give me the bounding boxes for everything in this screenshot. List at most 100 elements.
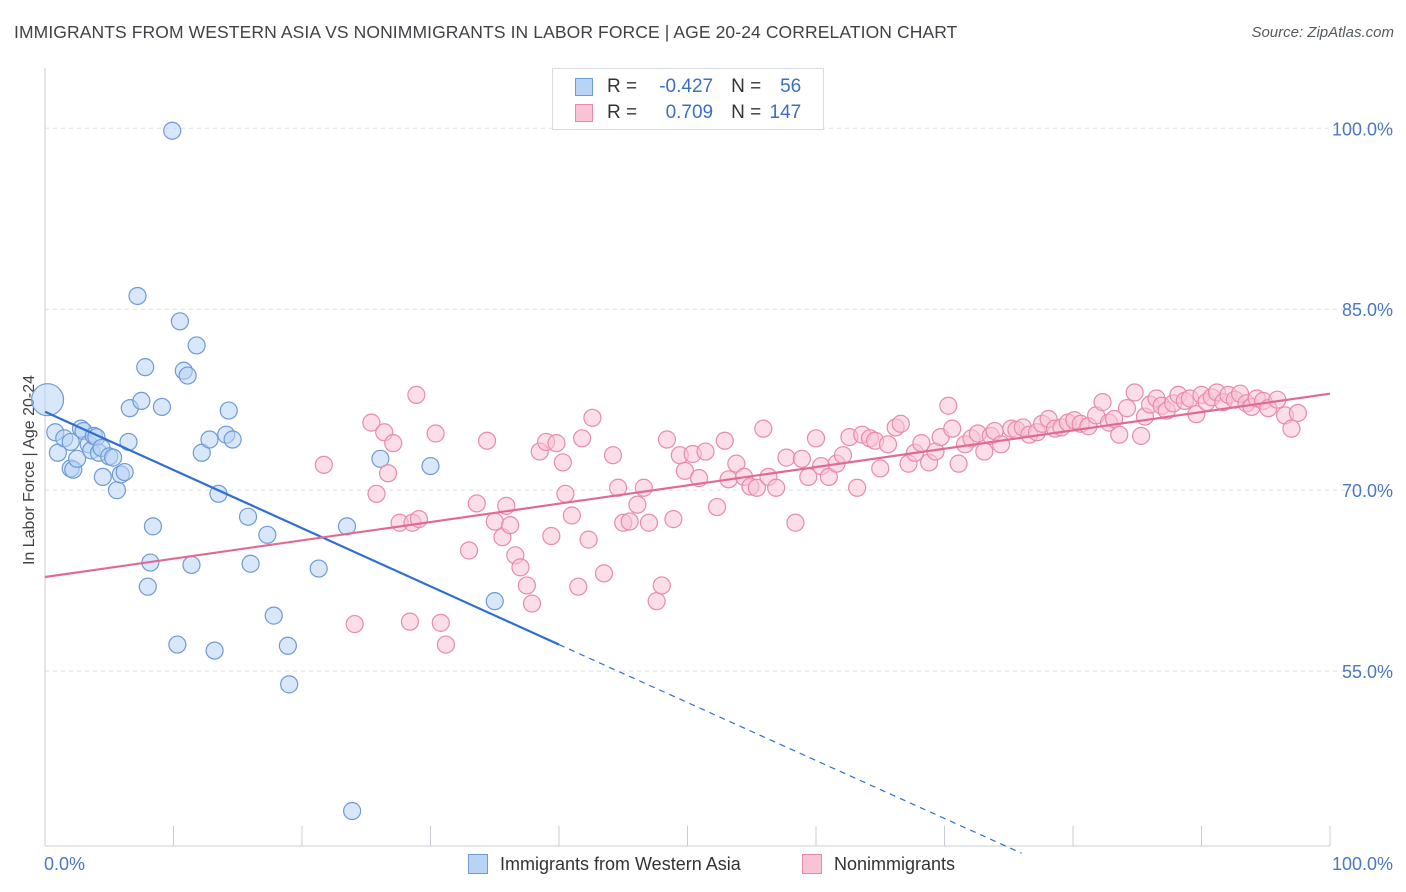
point-immigrants [223, 430, 242, 449]
point-immigrants [136, 358, 155, 377]
point-nonimmigrants [583, 408, 602, 427]
point-immigrants [138, 577, 157, 596]
point-immigrants [258, 525, 277, 544]
point-nonimmigrants [553, 453, 572, 472]
point-immigrants [187, 336, 206, 355]
point-nonimmigrants [511, 558, 530, 577]
point-nonimmigrants [675, 461, 695, 480]
point-immigrants [219, 401, 238, 420]
point-immigrants [104, 448, 123, 467]
y-tick-label: 70.0% [1342, 481, 1393, 501]
point-immigrants [30, 383, 65, 417]
point-nonimmigrants [345, 614, 364, 634]
point-nonimmigrants [664, 510, 683, 529]
x-tick-label-max: 100.0% [1332, 854, 1393, 874]
chart-title: IMMIGRANTS FROM WESTERN ASIA VS NONIMMIG… [14, 22, 958, 42]
point-nonimmigrants [562, 506, 581, 525]
legend-n-value: 56 [780, 76, 802, 97]
point-nonimmigrants [891, 414, 910, 433]
point-nonimmigrants [314, 455, 333, 474]
point-nonimmigrants [943, 419, 962, 438]
point-immigrants [343, 801, 362, 821]
point-nonimmigrants [1093, 393, 1112, 412]
legend-row-nonimmigrants: R = 0.709 N = 147 [575, 101, 801, 125]
point-nonimmigrants [806, 429, 826, 448]
point-nonimmigrants [620, 512, 639, 531]
point-nonimmigrants [400, 612, 420, 631]
legend-r-label: R = [607, 102, 638, 123]
point-nonimmigrants [1117, 399, 1137, 418]
point-immigrants [278, 636, 297, 655]
point-nonimmigrants [707, 497, 727, 517]
point-immigrants [182, 555, 201, 575]
stats-legend: R = -0.427 N = 56 R = 0.709 N = 147 [552, 68, 824, 130]
point-nonimmigrants [878, 435, 898, 454]
point-nonimmigrants [378, 464, 398, 483]
point-immigrants [178, 366, 197, 385]
point-immigrants [61, 432, 80, 452]
point-nonimmigrants [1110, 425, 1129, 444]
point-immigrants [371, 449, 390, 468]
point-nonimmigrants [1132, 426, 1151, 445]
point-immigrants [280, 675, 299, 694]
point-nonimmigrants [485, 512, 504, 531]
point-nonimmigrants [1288, 403, 1307, 423]
point-nonimmigrants [639, 513, 659, 532]
point-nonimmigrants [517, 576, 536, 595]
point-nonimmigrants [362, 413, 381, 432]
point-immigrants [485, 592, 504, 611]
point-nonimmigrants [628, 495, 647, 514]
legend-swatch-pink [575, 104, 593, 122]
point-nonimmigrants [603, 446, 623, 465]
point-nonimmigrants [1282, 419, 1301, 438]
point-nonimmigrants [407, 385, 426, 404]
point-nonimmigrants [459, 541, 479, 560]
point-immigrants [115, 462, 134, 482]
point-immigrants [68, 449, 87, 468]
point-immigrants [205, 641, 224, 660]
series-legend-immigrants: Immigrants from Western Asia [468, 851, 741, 877]
legend-r-label: R = [607, 76, 638, 97]
point-immigrants [132, 391, 151, 411]
trendline-nonimmigrants [44, 392, 1331, 579]
point-nonimmigrants [647, 592, 666, 611]
series-name-nonimmigrants: Nonimmigrants [834, 853, 956, 874]
point-nonimmigrants [767, 478, 786, 497]
point-nonimmigrants [747, 478, 766, 497]
point-immigrants [143, 517, 163, 536]
series-swatch-pink [802, 854, 822, 874]
point-nonimmigrants [579, 530, 598, 549]
point-nonimmigrants [556, 484, 575, 503]
point-nonimmigrants [848, 478, 867, 497]
point-nonimmigrants [833, 446, 853, 465]
point-immigrants [163, 121, 182, 140]
legend-swatch-blue [575, 78, 593, 96]
point-immigrants [309, 559, 328, 578]
point-nonimmigrants [426, 424, 445, 443]
trendline-immigrants [44, 410, 560, 646]
point-immigrants [128, 286, 147, 306]
series-name-immigrants: Immigrants from Western Asia [500, 853, 741, 874]
point-immigrants [168, 635, 187, 654]
point-nonimmigrants [367, 484, 386, 503]
point-nonimmigrants [657, 430, 677, 449]
y-tick-label: 85.0% [1342, 300, 1393, 320]
series-legend-nonimmigrants: Nonimmigrants [802, 851, 955, 877]
point-immigrants [107, 481, 127, 500]
point-nonimmigrants [467, 494, 486, 513]
point-nonimmigrants [715, 431, 734, 450]
point-nonimmigrants [547, 434, 566, 453]
point-immigrants [200, 430, 219, 449]
point-nonimmigrants [991, 435, 1011, 454]
point-nonimmigrants [501, 516, 520, 535]
point-nonimmigrants [384, 434, 403, 453]
point-nonimmigrants [477, 431, 497, 450]
point-immigrants [170, 312, 190, 331]
source-note: Source: ZipAtlas.com [1251, 24, 1394, 41]
legend-n-label: N = [731, 76, 762, 97]
legend-n-value: 147 [769, 102, 802, 123]
point-immigrants [241, 554, 260, 573]
point-immigrants [421, 456, 440, 476]
point-nonimmigrants [871, 459, 890, 478]
